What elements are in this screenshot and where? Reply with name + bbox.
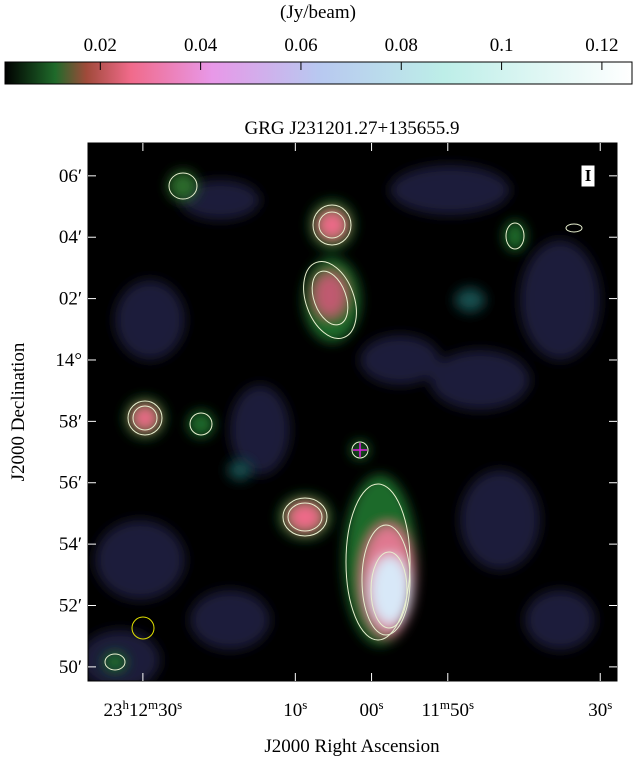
contours	[104, 172, 583, 671]
y-axis-label: J2000 Declination	[8, 342, 29, 481]
colorbar-tick-label: 0.06	[284, 35, 317, 56]
x-axis-label: J2000 Right Ascension	[264, 736, 440, 757]
colorbar-tick-label: 0.02	[84, 35, 117, 56]
y-tick-label: 02′	[59, 289, 82, 310]
y-tick-label: 52′	[59, 596, 82, 617]
colorbar-tick-label: 0.08	[385, 35, 418, 56]
x-tick-label: 23h12m30s	[104, 697, 183, 722]
y-tick-label: 50′	[59, 657, 82, 678]
x-tick-label: 30s	[588, 697, 612, 722]
y-tick-label: 54′	[59, 534, 82, 555]
x-tick-label: 10s	[283, 697, 307, 722]
colorbar-label: (Jy/beam)	[280, 2, 356, 23]
y-tick-label: 06′	[59, 166, 82, 187]
host-marker	[353, 443, 367, 457]
y-tick-label: 56′	[59, 473, 82, 494]
colorbar-ticks: 0.02 0.04 0.06 0.08 0.1 0.12	[84, 35, 619, 70]
x-tick-label: 11m50s	[422, 697, 474, 722]
y-tick-label: 14°	[55, 350, 82, 371]
x-tick-label: 00s	[360, 697, 384, 722]
image: I	[88, 143, 617, 681]
axes: 23h12m30s 10s 00s 11m50s 30s 06′ 04′ 02′ 14° 58′ 5…	[55, 143, 617, 721]
emission	[103, 171, 526, 672]
colorbar	[4, 61, 633, 85]
noise	[88, 165, 600, 681]
colorbar-tick-label: 0.04	[184, 35, 218, 56]
y-tick-label: 04′	[59, 227, 82, 248]
plot-frame	[87, 142, 618, 682]
colorbar-tick-label: 0.1	[490, 35, 514, 56]
beam	[131, 616, 155, 640]
y-tick-label: 58′	[59, 411, 82, 432]
stokes-label: I	[585, 166, 592, 185]
chart-title: GRG J231201.27+135655.9	[245, 118, 460, 139]
stokes-box	[580, 164, 596, 188]
colorbar-tick-label: 0.12	[585, 35, 618, 56]
